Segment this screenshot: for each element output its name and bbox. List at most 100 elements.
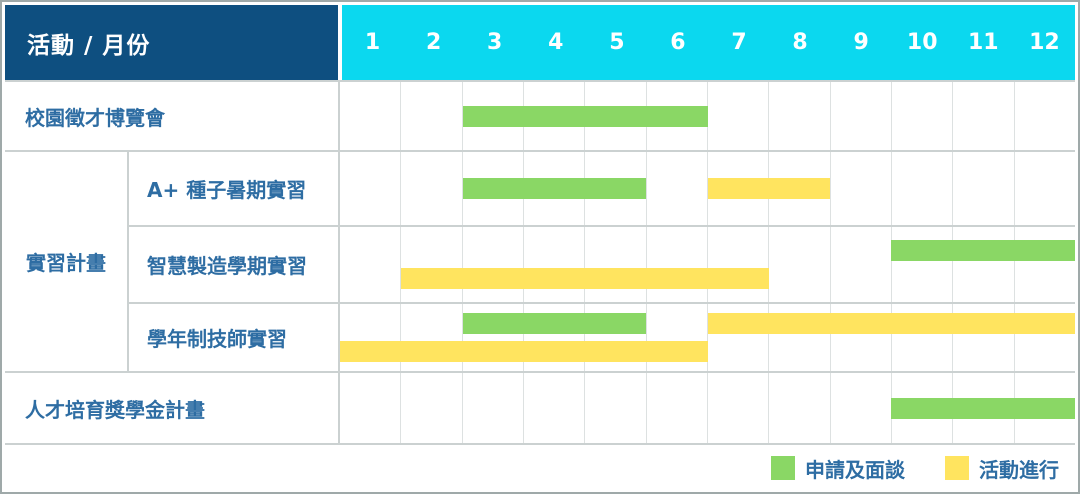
bar-line <box>340 341 1075 362</box>
header-row: 活動 / 月份 1 2 3 4 5 6 7 8 9 10 11 12 <box>5 5 1075 80</box>
grid-cell <box>953 227 1015 302</box>
month-grid-area <box>338 304 1075 371</box>
page-title: 活動 / 月份 <box>27 32 151 59</box>
grid-cell <box>401 304 463 371</box>
grid-cell <box>647 373 708 443</box>
bar-line <box>340 178 1075 199</box>
row-label: 智慧製造學期實習 <box>147 254 307 278</box>
month-header-cell-5: 5 <box>609 30 625 55</box>
month-grid-area <box>338 373 1075 443</box>
header-corner-cell: 活動 / 月份 <box>5 5 338 80</box>
grid-cell <box>953 304 1015 371</box>
legend-label: 申請及面談 <box>805 457 905 482</box>
month-header-cell-7: 7 <box>731 30 747 55</box>
grid-cell <box>769 152 831 225</box>
group-subrows: A+ 種子暑期實習 智慧製造學期實習 學年制技師實習 <box>127 152 1075 371</box>
gantt-bar-ongoing-m7-m12 <box>707 313 1075 334</box>
bar-line <box>340 240 1075 261</box>
gantt-bar-ongoing-m1-m6 <box>340 341 708 362</box>
grid-cell <box>647 227 708 302</box>
legend-swatch-ongoing <box>945 456 969 480</box>
grid-cell <box>708 82 770 150</box>
grid-cell <box>340 227 402 302</box>
row-label: 學年制技師實習 <box>147 327 287 351</box>
grid-cell <box>769 82 831 150</box>
grid-cell <box>647 152 708 225</box>
gantt-bar-apply-m3-m5 <box>462 178 647 199</box>
row-label: A+ 種子暑期實習 <box>147 178 307 202</box>
grid-cell <box>401 227 463 302</box>
grid-cell <box>524 373 586 443</box>
month-grid-area <box>338 227 1075 302</box>
table-row: 學年制技師實習 <box>129 302 1075 371</box>
table-row: A+ 種子暑期實習 <box>129 152 1075 225</box>
grid-cell <box>769 227 831 302</box>
grid-cell <box>585 373 647 443</box>
grid-cell <box>401 152 463 225</box>
gantt-bar-ongoing-m2-m7 <box>401 268 769 289</box>
legend-swatch-apply <box>771 456 795 480</box>
gantt-bar-ongoing-m7-m8 <box>707 178 830 199</box>
month-header-cell-1: 1 <box>364 30 381 55</box>
group-block: 實習計畫 A+ 種子暑期實習 智慧製造學期實習 學年制技師實習 <box>5 150 1075 371</box>
bar-line <box>340 313 1075 334</box>
gantt-bar-apply-m3-m6 <box>462 105 708 127</box>
grid-cell <box>831 152 892 225</box>
grid-cell <box>524 304 586 371</box>
table-row: 校園徵才博覽會 <box>5 80 1075 150</box>
grid-cell <box>892 152 954 225</box>
month-header-cell-4: 4 <box>548 30 564 55</box>
grid-cell <box>769 373 831 443</box>
grid-cell <box>892 227 954 302</box>
month-header-cell-10: 10 <box>906 30 938 55</box>
gantt-bar-apply-m10-m12 <box>891 397 1075 419</box>
month-grid-area <box>338 152 1075 225</box>
grid-cell <box>831 82 892 150</box>
grid-cell <box>463 304 524 371</box>
grid-cell <box>1015 227 1075 302</box>
grid-cell <box>831 227 892 302</box>
grid-cell <box>585 304 647 371</box>
bar-line <box>340 397 1075 419</box>
grid-cell <box>340 152 402 225</box>
grid-cell <box>463 227 524 302</box>
month-header-cell-12: 12 <box>1029 30 1060 55</box>
gantt-bar-apply-m10-m12 <box>891 240 1075 261</box>
month-header-cell-11: 11 <box>968 30 999 55</box>
month-gridlines <box>340 227 1075 302</box>
grid-cell <box>463 373 524 443</box>
grid-cell <box>401 82 463 150</box>
month-header-cell-3: 3 <box>487 30 503 55</box>
legend-label: 活動進行 <box>979 457 1059 482</box>
grid-cell <box>708 304 770 371</box>
legend-item-ongoing: 活動進行 <box>945 454 1059 483</box>
grid-cell <box>340 82 402 150</box>
grid-cell <box>401 373 463 443</box>
grid-cell <box>892 82 954 150</box>
month-header: 1 2 3 4 5 6 7 8 9 10 11 12 <box>342 5 1075 80</box>
grid-cell <box>892 304 954 371</box>
month-header-cell-8: 8 <box>792 30 808 55</box>
gantt-bar-apply-m3-m5 <box>462 313 647 334</box>
grid-cell <box>708 227 770 302</box>
legend-item-apply: 申請及面談 <box>771 454 905 483</box>
month-gridlines <box>340 304 1075 371</box>
month-grid-area <box>338 82 1075 150</box>
grid-cell <box>769 304 831 371</box>
grid-cell <box>340 373 402 443</box>
table-row: 人才培育獎學金計畫 <box>5 371 1075 443</box>
month-header-cell-9: 9 <box>853 30 869 55</box>
row-label: 人才培育獎學金計畫 <box>25 397 205 422</box>
legend: 申請及面談 活動進行 <box>5 443 1075 491</box>
grid-cell <box>524 227 586 302</box>
chart-body: 校園徵才博覽會實習計畫 A+ 種子暑期實習 智慧製造學期實習 學年制技師實習人才培育獎… <box>5 80 1075 443</box>
bar-line <box>340 268 1075 289</box>
row-label: 校園徵才博覽會 <box>25 105 165 130</box>
month-header-cell-2: 2 <box>425 30 442 55</box>
grid-cell <box>340 304 402 371</box>
grid-cell <box>585 227 647 302</box>
grid-cell <box>953 82 1015 150</box>
month-header-cell-6: 6 <box>670 30 686 55</box>
bar-line <box>340 105 1075 127</box>
